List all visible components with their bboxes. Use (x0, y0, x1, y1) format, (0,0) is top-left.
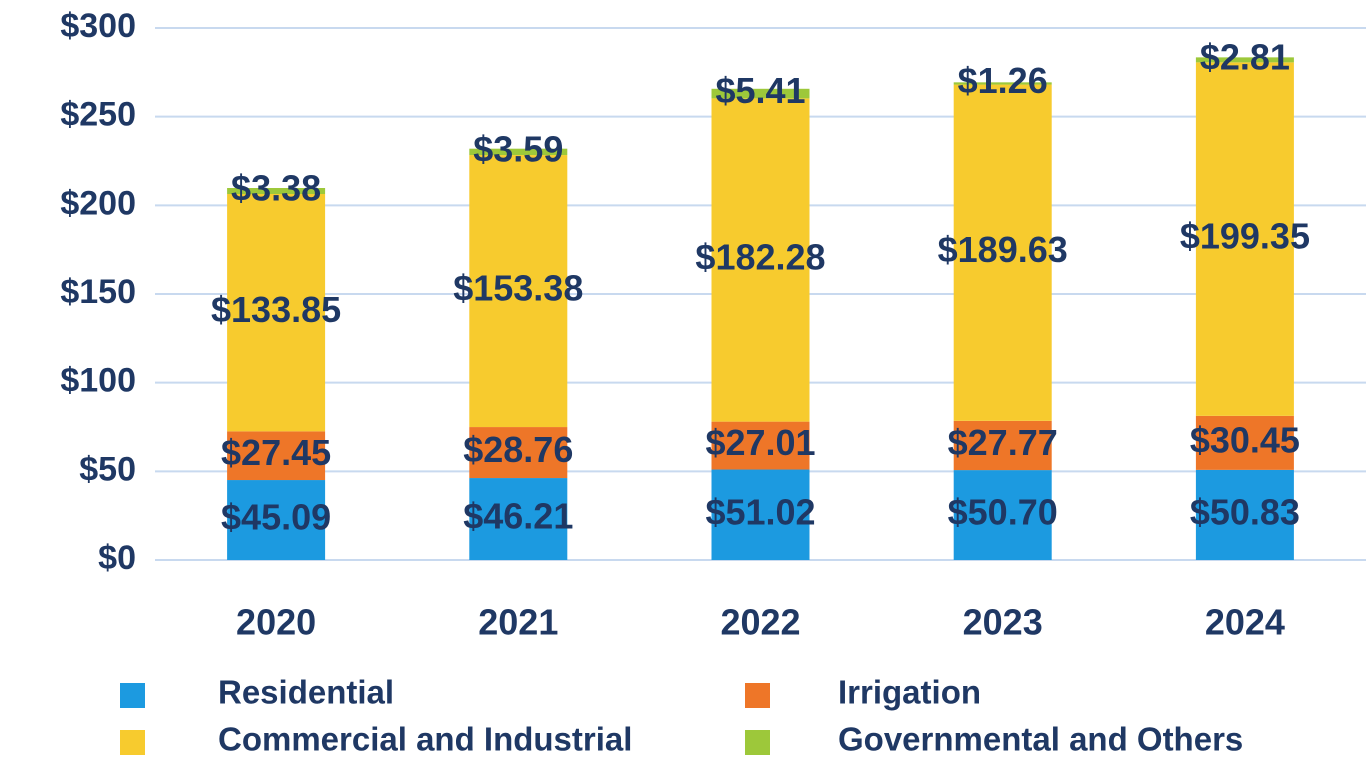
data-label: $3.59 (473, 128, 563, 169)
x-tick-label: 2021 (478, 602, 558, 643)
x-tick-label: 2020 (236, 602, 316, 643)
legend-swatch (745, 730, 770, 755)
bar-segment (469, 427, 568, 479)
data-label: $2.81 (1200, 36, 1290, 77)
bar-segment (953, 470, 1052, 560)
data-label: $189.63 (938, 229, 1068, 270)
y-tick-label: $150 (60, 273, 136, 311)
data-label: $182.28 (695, 237, 825, 278)
legend-swatch (120, 683, 145, 708)
legend-label: Irrigation (838, 674, 981, 711)
x-tick-label: 2022 (720, 602, 800, 643)
legend-label: Residential (218, 674, 394, 711)
bar-segment (227, 188, 326, 195)
data-label: $27.45 (221, 432, 331, 473)
bar-segment (469, 148, 568, 156)
legend-label: Governmental and Others (838, 721, 1243, 758)
bar-segment (711, 98, 810, 422)
data-label: $199.35 (1180, 216, 1310, 257)
y-tick-label: $50 (79, 450, 136, 488)
bar-segment (1195, 62, 1294, 416)
bar-segment (711, 469, 810, 560)
data-label: $28.76 (463, 429, 573, 470)
bar-segment (953, 420, 1052, 471)
bar-segment (469, 478, 568, 560)
bar-segment (711, 421, 810, 470)
y-tick-label: $200 (60, 184, 136, 222)
bar-segment (1195, 415, 1294, 470)
data-label: $30.45 (1190, 419, 1300, 460)
y-tick-label: $100 (60, 362, 136, 400)
bar-segment (1195, 469, 1294, 560)
data-label: $50.83 (1190, 491, 1300, 532)
bar-segment (953, 84, 1052, 421)
bar-segment (227, 431, 326, 481)
bar-segment (227, 194, 326, 432)
data-label: $5.41 (715, 70, 805, 111)
data-label: $51.02 (705, 491, 815, 532)
y-tick-label: $0 (98, 539, 136, 577)
bar-segment (1195, 57, 1294, 63)
legend-label: Commercial and Industrial (218, 721, 632, 758)
data-label: $1.26 (958, 60, 1048, 101)
data-label: $3.38 (231, 168, 321, 209)
data-label: $27.01 (705, 422, 815, 463)
bar-segment (227, 480, 326, 560)
bar-segment (711, 88, 810, 99)
data-label: $45.09 (221, 497, 331, 538)
data-label: $50.70 (948, 492, 1058, 533)
bar-segment (953, 82, 1052, 85)
x-tick-label: 2023 (963, 602, 1043, 643)
y-tick-label: $300 (60, 7, 136, 45)
bar-segment (469, 155, 568, 428)
legend-swatch (120, 730, 145, 755)
x-tick-label: 2024 (1205, 602, 1285, 643)
data-label: $46.21 (463, 496, 573, 537)
data-label: $153.38 (453, 268, 583, 309)
y-tick-label: $250 (60, 96, 136, 134)
legend-swatch (745, 683, 770, 708)
data-label: $27.77 (948, 422, 1058, 463)
data-label: $133.85 (211, 289, 341, 330)
